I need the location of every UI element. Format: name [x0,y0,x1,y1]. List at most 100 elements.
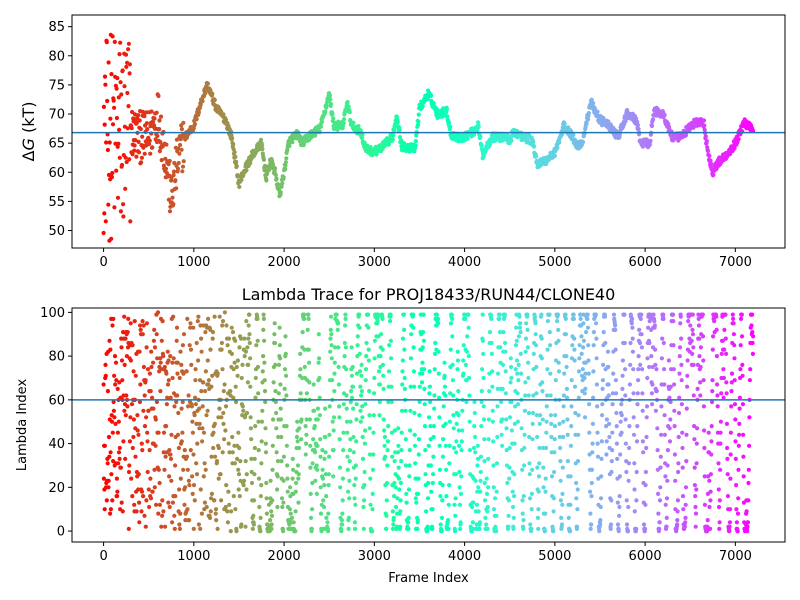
x-tick-label: 3000 [358,255,391,270]
lambda-point [316,360,321,365]
lambda-point [654,389,659,394]
lambda-point [176,445,181,451]
lambda-point [107,454,112,459]
lambda-point [646,325,651,330]
lambda-point [145,469,150,475]
lambda-point [500,386,505,391]
lambda-point [412,410,417,416]
lambda-point [444,467,449,472]
lambda-point [387,343,392,348]
lambda-point [530,467,535,472]
lambda-point [692,465,697,470]
x-tick-label: 4000 [448,255,481,270]
delta-g-point [708,158,713,163]
lambda-point [541,465,546,470]
delta-g-point [360,135,365,141]
lambda-axes-frame [71,307,786,543]
lambda-point [406,515,411,521]
delta-g-point [210,91,215,96]
lambda-point [422,386,427,391]
lambda-point [712,319,717,324]
delta-g-point [415,122,421,128]
lambda-point [487,389,492,394]
lambda-point [728,476,733,481]
lambda-point [211,430,216,435]
lambda-point [537,445,542,451]
delta-g-point [147,141,152,147]
lambda-point [751,334,756,339]
lambda-point [328,336,333,341]
lambda-point [363,428,368,433]
lambda-point [447,483,452,488]
lambda-point [643,502,648,507]
lambda-point [327,432,332,437]
delta-g-point [134,154,139,159]
lambda-point [408,408,413,413]
lambda-point [298,351,303,356]
delta-g-point [130,152,135,157]
lambda-point [476,485,481,490]
lambda-point [471,500,476,505]
lambda-point [246,336,251,341]
lambda-point [219,415,224,420]
lambda-point [574,496,579,501]
lambda-point [333,345,338,350]
delta-g-point [123,52,129,57]
lambda-point [416,491,421,496]
lambda-point [553,413,558,418]
lambda-point [400,336,406,341]
delta-g-point [736,137,741,142]
lambda-point [548,371,553,376]
delta-g-point [447,120,452,125]
lambda-point [389,356,394,361]
lambda-point [221,410,226,416]
lambda-point [149,364,154,370]
lambda-point [535,465,540,470]
lambda-point [460,428,465,433]
lambda-point [495,434,500,440]
delta-g-point [555,145,560,150]
delta-g-point [137,118,142,123]
lambda-point [196,314,201,319]
lambda-point [218,472,223,477]
lambda-point [494,461,500,466]
lambda-point [442,384,448,389]
lambda-point [169,478,174,483]
lambda-point [426,480,431,486]
lambda-point [457,485,462,490]
y-tick-label: 60 [48,166,65,181]
lambda-point [363,367,369,372]
lambda-point [355,343,360,348]
lambda-point [358,419,363,424]
lambda-point [458,520,463,525]
lambda-point [527,461,532,466]
delta-g-point [261,157,266,162]
lambda-point [260,369,265,374]
lambda-point [677,371,682,376]
lambda-point [320,448,325,453]
lambda-point [168,452,173,457]
lambda-point [658,454,663,459]
lambda-point [349,389,354,394]
lambda-point [582,375,587,381]
lambda-point [446,502,451,507]
lambda-point [416,476,421,481]
x-tick-label: 5000 [538,255,571,270]
lambda-point [400,358,405,363]
delta-g-point [584,121,589,126]
y-tick-label: 80 [48,350,65,365]
lambda-point [723,312,728,317]
delta-g-point [606,119,611,124]
lambda-point [214,459,220,464]
lambda-point [142,513,147,518]
lambda-point [416,452,421,457]
lambda-point [641,450,646,455]
delta-g-point [158,114,164,119]
lambda-point [142,393,147,398]
lambda-point [575,524,580,529]
delta-g-point [273,172,278,177]
lambda-point [108,511,113,516]
y-tick-label: 65 [48,137,65,152]
lambda-point [186,393,191,398]
lambda-point [203,369,208,374]
